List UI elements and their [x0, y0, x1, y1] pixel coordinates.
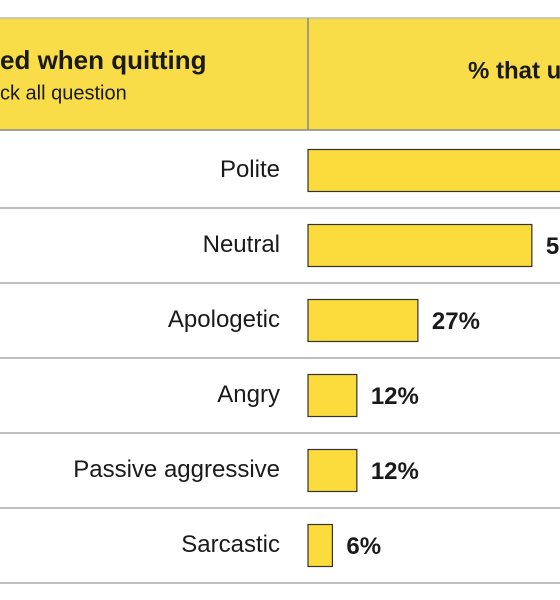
column-subtitle: ck all question — [0, 82, 127, 104]
category-label: Passive aggressive — [73, 456, 280, 483]
bar — [307, 298, 419, 343]
category-label: Angry — [217, 381, 280, 408]
bar — [307, 148, 560, 193]
bar — [307, 223, 533, 268]
value-label: 12% — [371, 458, 419, 485]
bar — [307, 373, 358, 418]
value-label: 6% — [346, 533, 381, 560]
header-band — [0, 18, 560, 130]
category-label: Sarcastic — [181, 531, 280, 558]
value-label: 27% — [432, 308, 480, 335]
category-label: Neutral — [203, 231, 280, 258]
value-label: 12% — [371, 383, 419, 410]
category-label: Polite — [220, 156, 280, 183]
bar — [307, 523, 334, 568]
column-title: ed when quitting — [0, 45, 207, 75]
category-label: Apologetic — [168, 306, 280, 333]
bar — [307, 448, 358, 493]
value-header: % that u — [468, 57, 560, 84]
value-label: 55% — [546, 233, 560, 260]
